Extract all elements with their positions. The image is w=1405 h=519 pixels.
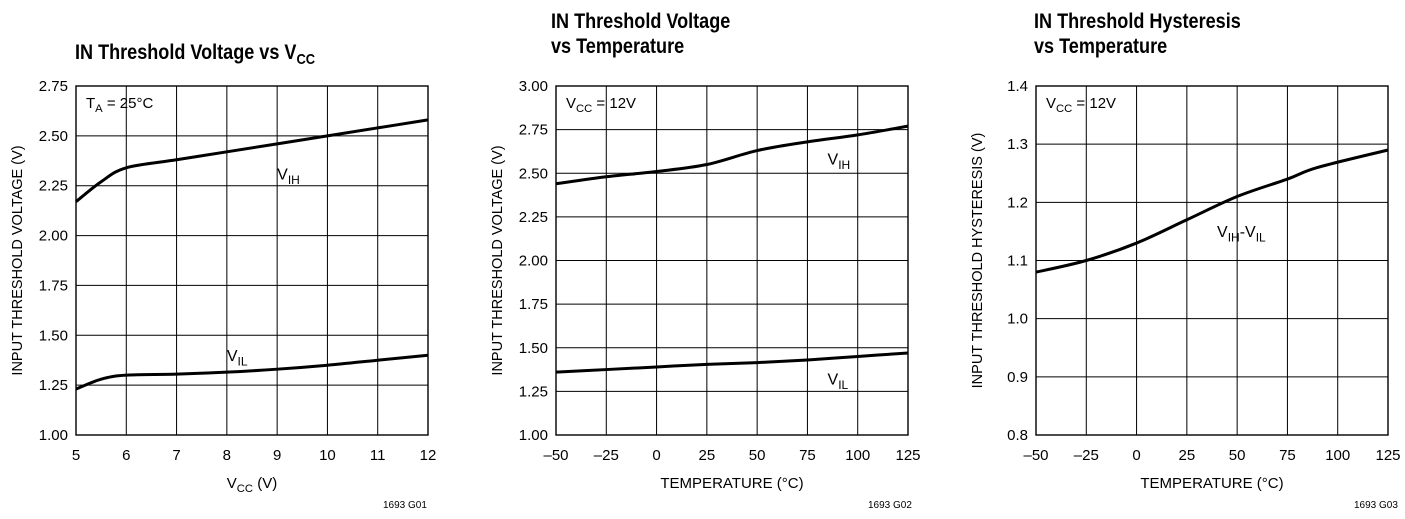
y-tick-label: 1.2 bbox=[1007, 194, 1028, 211]
series-line-vih bbox=[75, 118, 429, 203]
chart-panel-vcc: IN Threshold Voltage vs VCC 5 6 7 8 9 10 11 12 1… bbox=[0, 0, 468, 519]
x-axis-label: TEMPERATURE (°C) bbox=[1140, 475, 1283, 492]
y-tick-label: 2.75 bbox=[519, 122, 548, 139]
x-tick-label: 7 bbox=[172, 447, 180, 464]
y-tick-label: 1.0 bbox=[1007, 311, 1028, 328]
x-tick-label: 100 bbox=[845, 447, 870, 464]
y-tick-label: 2.25 bbox=[519, 209, 548, 226]
series-label: VIL bbox=[227, 348, 248, 368]
chart-title: IN Threshold Voltage vs Temperature bbox=[551, 10, 731, 58]
y-tick-label: 2.50 bbox=[39, 128, 68, 145]
y-tick-label: 1.50 bbox=[519, 340, 548, 357]
series-label: VIH bbox=[828, 152, 851, 172]
x-tick-label: 10 bbox=[319, 447, 336, 464]
y-tick-label: 2.00 bbox=[519, 253, 548, 270]
chart-svg: –50 –25 0 25 50 75 100 125 0.8 0.9 1.0 1.1 1.2 1.3 1.4… bbox=[970, 78, 1401, 492]
y-axis-label: INPUT THRESHOLD VOLTAGE (V) bbox=[10, 145, 26, 375]
y-tick-label: 1.75 bbox=[39, 277, 68, 294]
y-axis-label: INPUT THRESHOLD HYSTERESIS (V) bbox=[970, 133, 986, 389]
y-tick-label: 1.25 bbox=[519, 383, 548, 400]
y-tick-label: 1.00 bbox=[519, 427, 548, 444]
y-tick-label: 1.4 bbox=[1007, 78, 1028, 95]
x-tick-label: 12 bbox=[420, 447, 437, 464]
x-tick-label: 75 bbox=[1279, 447, 1296, 464]
x-tick-label: –25 bbox=[594, 447, 619, 464]
x-tick-label: 6 bbox=[122, 447, 130, 464]
x-tick-label: 75 bbox=[799, 447, 816, 464]
condition-label: TA = 25°C bbox=[86, 95, 153, 115]
x-tick-label: –50 bbox=[1023, 447, 1048, 464]
y-tick-label: 2.50 bbox=[519, 165, 548, 182]
x-tick-label: 25 bbox=[699, 447, 716, 464]
x-tick-label: 0 bbox=[652, 447, 660, 464]
x-tick-label: 50 bbox=[1229, 447, 1246, 464]
series-label: VIL bbox=[828, 371, 849, 391]
series-line-vil bbox=[555, 351, 909, 374]
y-tick-label: 3.00 bbox=[519, 78, 548, 95]
series-line-vil bbox=[75, 353, 429, 391]
y-tick-label: 1.25 bbox=[39, 377, 68, 394]
title-subscript: CC bbox=[296, 51, 316, 69]
figure-code: 1693 G01 bbox=[383, 500, 427, 511]
y-tick-label: 0.8 bbox=[1007, 427, 1028, 444]
x-tick-label: –50 bbox=[543, 447, 568, 464]
series-label: VIH bbox=[277, 167, 300, 187]
y-tick-label: 1.00 bbox=[39, 427, 68, 444]
x-tick-label: –25 bbox=[1074, 447, 1099, 464]
series-line-vih-vil bbox=[1035, 148, 1389, 274]
plot-frame bbox=[1035, 85, 1389, 436]
condition-label: VCC = 12V bbox=[566, 95, 636, 115]
series-label: VIH-VIL bbox=[1217, 224, 1266, 244]
x-tick-label: 0 bbox=[1132, 447, 1140, 464]
x-axis-label: TEMPERATURE (°C) bbox=[660, 475, 803, 492]
y-tick-label: 1.75 bbox=[519, 296, 548, 313]
condition-label: VCC = 12V bbox=[1046, 95, 1116, 115]
x-tick-label: 5 bbox=[72, 447, 80, 464]
chart-title: IN Threshold Voltage vs VCC bbox=[75, 41, 316, 69]
x-tick-label: 8 bbox=[223, 447, 231, 464]
y-tick-label: 1.3 bbox=[1007, 136, 1028, 153]
series-line-vih bbox=[555, 124, 909, 186]
x-tick-label: 50 bbox=[749, 447, 766, 464]
plot-frame bbox=[555, 85, 909, 436]
x-tick-label: 11 bbox=[370, 447, 386, 464]
y-tick-label: 1.50 bbox=[39, 327, 68, 344]
figure-code: 1693 G02 bbox=[868, 500, 912, 511]
figure-code: 1693 G03 bbox=[1354, 500, 1398, 511]
x-tick-label: 25 bbox=[1179, 447, 1196, 464]
x-tick-label: 125 bbox=[1375, 447, 1400, 464]
x-tick-label: 9 bbox=[273, 447, 281, 464]
x-tick-label: 125 bbox=[895, 447, 920, 464]
chart-title: IN Threshold Hysteresis vs Temperature bbox=[1034, 10, 1241, 58]
y-tick-label: 2.00 bbox=[39, 228, 68, 245]
x-axis-label: VCC (V) bbox=[227, 475, 277, 495]
chart-panel-temp-threshold: IN Threshold Voltage vs Temperature –50–… bbox=[468, 0, 936, 519]
chart-svg: –50 –25 0 25 50 75 100 125 1.00 1.25 1.50 1.75 2.00 2… bbox=[490, 78, 921, 492]
y-tick-label: 2.25 bbox=[39, 178, 68, 195]
y-tick-label: 2.75 bbox=[39, 78, 68, 95]
y-tick-label: 1.1 bbox=[1007, 253, 1028, 270]
chart-svg: 5 6 7 8 9 10 11 12 1.00 1.25 1.50 1.75 2.00 2.25 2.50 2… bbox=[10, 78, 437, 495]
x-tick-label: 100 bbox=[1325, 447, 1350, 464]
plot-frame bbox=[75, 85, 429, 436]
y-axis-label: INPUT THRESHOLD VOLTAGE (V) bbox=[490, 145, 506, 375]
chart-panel-temp-hysteresis: IN Threshold Hysteresis vs Temperature –… bbox=[936, 0, 1404, 519]
y-tick-label: 0.9 bbox=[1007, 369, 1028, 386]
